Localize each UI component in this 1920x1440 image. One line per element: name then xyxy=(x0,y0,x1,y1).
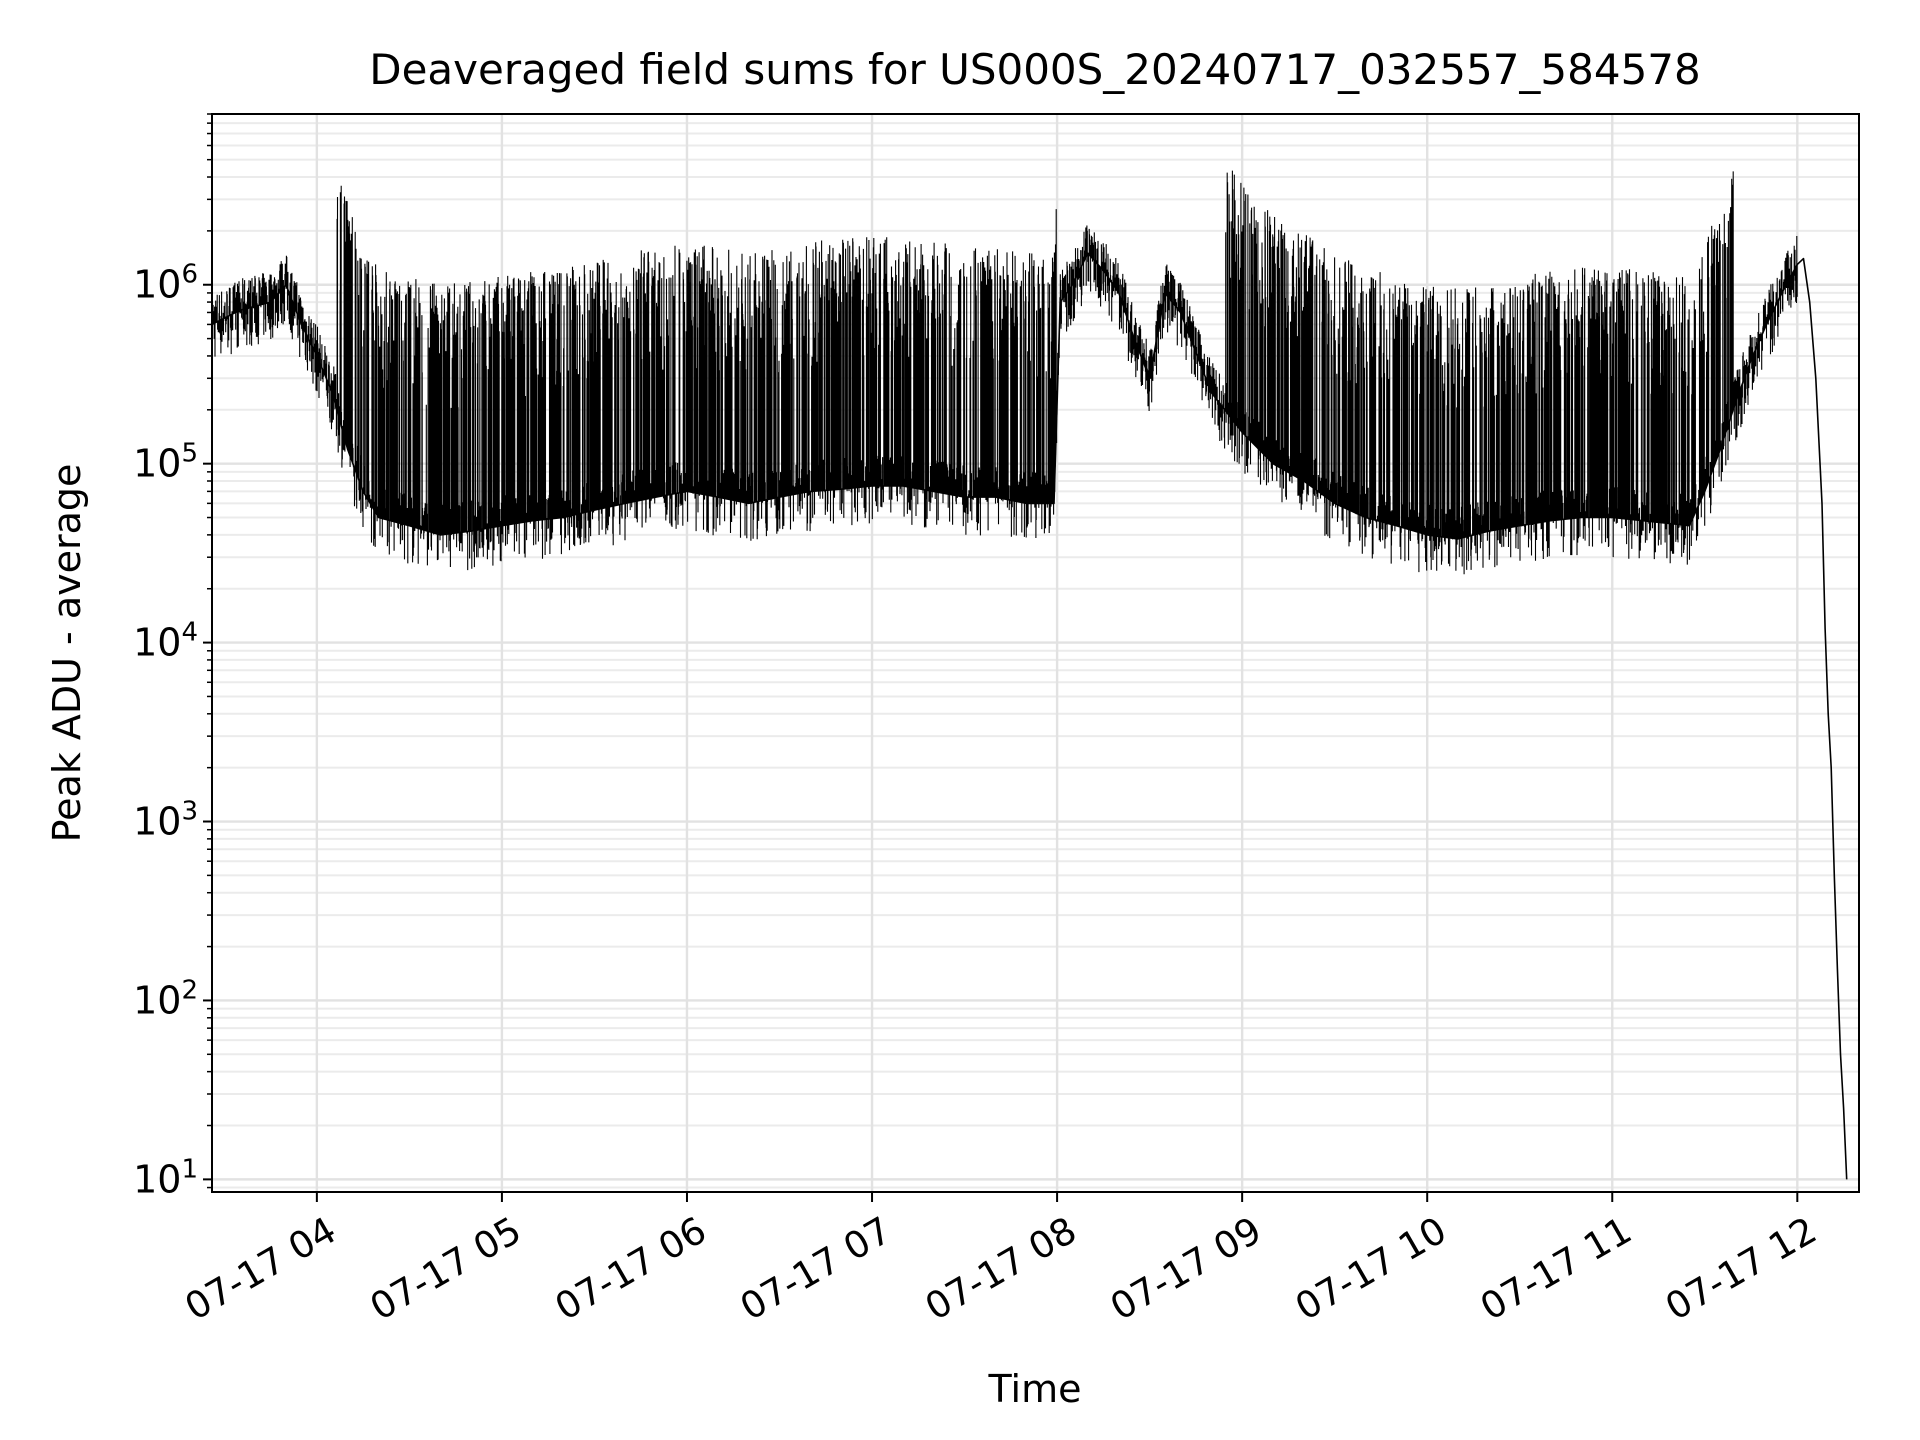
y-tick-label-exponent: 3 xyxy=(181,797,198,827)
plot-frame xyxy=(211,113,1860,1193)
y-tick-label-base: 10 xyxy=(133,978,181,1022)
y-tick-label-exponent: 5 xyxy=(181,439,198,469)
x-tick-label: 07-17 09 xyxy=(1103,1209,1269,1329)
grid-layer xyxy=(212,113,1859,1192)
y-tick-label: 102 xyxy=(133,975,198,1022)
y-tick-label-exponent: 2 xyxy=(181,975,198,1005)
x-tick-label: 07-17 06 xyxy=(548,1209,714,1329)
y-tick-label: 101 xyxy=(133,1154,198,1201)
y-tick-label-exponent: 6 xyxy=(181,260,198,290)
y-tick-label: 105 xyxy=(133,439,198,486)
x-tick-label: 07-17 05 xyxy=(363,1209,529,1329)
x-tick-label: 07-17 12 xyxy=(1658,1209,1824,1329)
x-tick-label: 07-17 04 xyxy=(178,1209,344,1329)
y-tick-label-base: 10 xyxy=(133,442,181,486)
y-tick-label: 103 xyxy=(133,797,198,844)
x-tick-label: 07-17 11 xyxy=(1473,1209,1639,1329)
y-tick-label: 106 xyxy=(133,260,198,307)
y-tick-label-exponent: 4 xyxy=(181,618,198,648)
x-axis-label: Time xyxy=(988,1367,1082,1411)
y-tick-label-exponent: 1 xyxy=(181,1154,198,1184)
y-tick-label-base: 10 xyxy=(133,263,181,307)
y-axis-label: Peak ADU - average xyxy=(45,464,89,843)
y-tick-label-base: 10 xyxy=(133,1157,181,1201)
x-tick-label: 07-17 07 xyxy=(733,1209,899,1329)
y-tick-label-base: 10 xyxy=(133,621,181,665)
x-tick-label: 07-17 10 xyxy=(1288,1209,1454,1329)
y-tick-label: 104 xyxy=(133,618,198,665)
y-tick-label-base: 10 xyxy=(133,800,181,844)
chart-title: Deaveraged field sums for US000S_2024071… xyxy=(369,45,1701,94)
x-tick-label: 07-17 08 xyxy=(918,1209,1084,1329)
